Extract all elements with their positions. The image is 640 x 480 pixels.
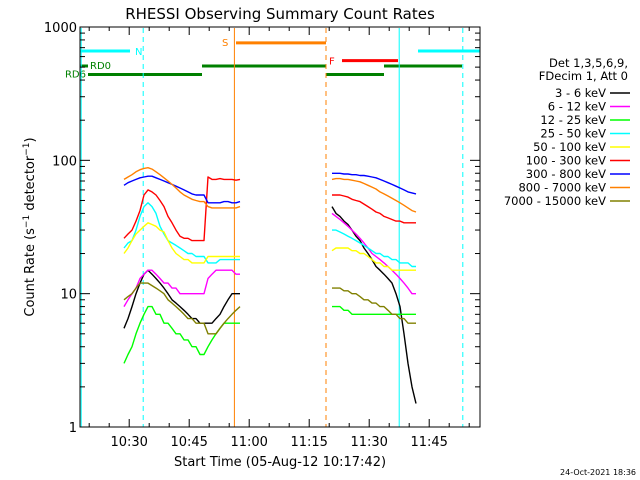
plot-area: N S F RD0 RD6 10:30 10:45 11:00 11:15 11:30 11:45… [44, 21, 481, 450]
legend-label-8: 7000 - 15000 keV [504, 194, 606, 208]
plot-frame [79, 26, 481, 428]
x-tick-label-4: 11:30 [350, 435, 387, 450]
state-label-rd6: RD6 [65, 70, 86, 81]
y-tick-label-3: 1000 [44, 21, 77, 36]
chart-title: RHESSI Observing Summary Count Rates [125, 5, 435, 23]
legend-header-2: FDecim 1, Att 0 [539, 69, 628, 83]
x-tick-label-2: 11:00 [230, 435, 267, 450]
y-tick-label-0: 1 [69, 421, 77, 436]
vertical-marker-lines [80, 28, 464, 427]
x-tick-label-0: 10:30 [110, 435, 147, 450]
series-line-3 [123, 202, 416, 268]
legend-label-6: 300 - 800 keV [526, 167, 606, 181]
y-axis-label: Count Rate (s−1 detector−1) [22, 137, 38, 316]
state-label-n: N [135, 47, 142, 58]
x-axis-label: Start Time (05-Aug-12 10:17:42) [174, 455, 386, 470]
legend-label-5: 100 - 300 keV [526, 154, 606, 168]
series-lines [123, 167, 417, 404]
axis-ticks: 10:30 10:45 11:00 11:15 11:30 11:45 1 10 100 1000 [44, 21, 480, 450]
observing-state-bars: N S F RD0 RD6 [65, 38, 480, 81]
legend-label-0: 3 - 6 keV [555, 86, 606, 100]
legend-label-1: 6 - 12 keV [548, 100, 606, 114]
x-tick-label-1: 10:45 [170, 435, 207, 450]
y-tick-label-1: 10 [60, 288, 77, 303]
series-line-5 [123, 176, 416, 242]
state-label-f: F [329, 57, 335, 68]
y-tick-label-2: 100 [52, 154, 77, 169]
legend-label-7: 800 - 7000 keV [518, 181, 606, 195]
legend-label-4: 50 - 100 keV [533, 140, 606, 154]
series-line-1 [123, 212, 416, 307]
series-line-6 [123, 172, 417, 204]
state-label-s: S [222, 38, 228, 49]
legend: Det 1,3,5,6,9, FDecim 1, Att 0 3 - 6 keV… [504, 56, 630, 208]
legend-label-2: 12 - 25 keV [540, 113, 606, 127]
series-line-4 [123, 222, 416, 271]
x-tick-label-3: 11:15 [290, 435, 327, 450]
state-label-rd0: RD0 [90, 61, 111, 72]
legend-label-3: 25 - 50 keV [540, 127, 606, 141]
datestamp: 24-Oct-2021 18:36 [560, 468, 636, 477]
legend-header-1: Det 1,3,5,6,9, [549, 56, 628, 70]
series-line-8 [123, 282, 416, 335]
series-line-7 [123, 167, 417, 213]
x-tick-label-5: 11:45 [410, 435, 447, 450]
